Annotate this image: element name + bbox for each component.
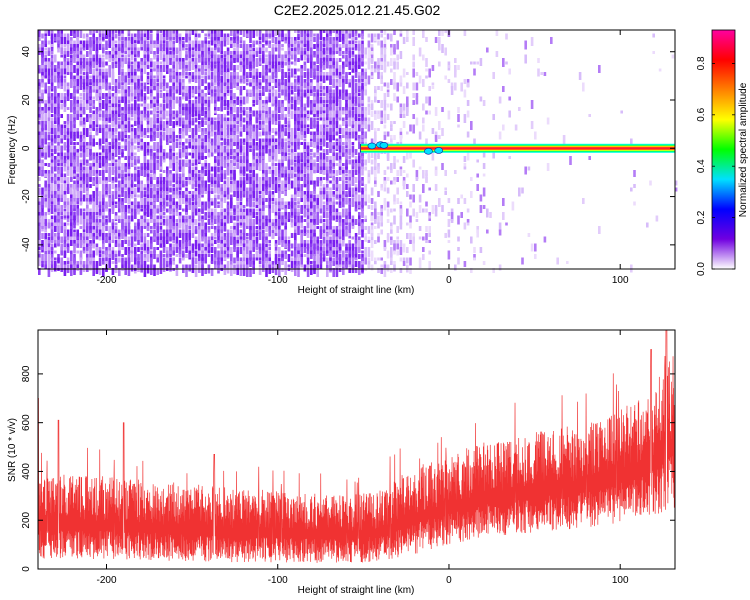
signal-line-blob (379, 141, 389, 149)
signal-line-blob (434, 147, 443, 154)
snr-y-tick-label: 600 (21, 414, 32, 431)
colorbar-tick-label: 0.6 (696, 107, 707, 121)
spectrogram-x-tick-label: -100 (268, 275, 288, 286)
snr-x-tick-label: -200 (96, 575, 116, 586)
chart-title: C2E2.2025.012.21.45.G02 (274, 2, 441, 18)
spectrogram-y-tick-label: 20 (21, 94, 32, 106)
spectrogram-y-tick-label: 0 (21, 145, 32, 151)
colorbar-ticks: 0.0 0.2 0.4 0.6 0.8 (696, 56, 735, 276)
spectrogram-signal-line (359, 141, 675, 155)
signal-line-blob (367, 142, 377, 150)
snr-y-tick-label: 800 (21, 365, 32, 382)
snr-y-tick-label: 200 (21, 511, 32, 528)
colorbar-tick-label: 0.2 (696, 210, 707, 224)
snr-frame (37, 329, 676, 570)
signal-line-band (360, 147, 675, 150)
snr-y-tick-label: 400 (21, 463, 32, 480)
snr-panel: -200 -100 0 100 0 200 400 600 800 Height of str… (7, 329, 676, 596)
colorbar-tick-label: 0.8 (696, 56, 707, 70)
spectrogram-noise-cells (38, 30, 678, 277)
snr-x-tick-label: 100 (612, 575, 629, 586)
colorbar-frame (711, 29, 736, 270)
snr-x-tick-label: -100 (268, 575, 288, 586)
spectrogram-frame (37, 29, 676, 270)
spectrogram-x-axis-label: Height of straight line (km) (298, 285, 415, 296)
snr-x-axis-label: Height of straight line (km) (298, 585, 415, 596)
colorbar-gradient (712, 30, 735, 269)
snr-y-tick-label: 0 (21, 566, 32, 572)
colorbar: 0.0 0.2 0.4 0.6 0.8 Normalized spectral ampl… (696, 29, 749, 276)
colorbar-tick-label: 0.0 (696, 262, 707, 276)
colorbar-label: Normalized spectral amplitude (738, 82, 749, 217)
spectrogram-x-tick-label: 100 (612, 275, 629, 286)
snr-series-line (38, 329, 676, 563)
spectrogram-x-tick-label: -200 (96, 275, 116, 286)
snr-x-ticks: -200 -100 0 100 (96, 330, 629, 586)
spectrogram-y-tick-label: 40 (21, 46, 32, 58)
spectrogram-x-tick-label: 0 (446, 275, 452, 286)
snr-y-ticks: 0 200 400 600 800 (21, 365, 675, 572)
spectrogram-y-tick-label: -40 (21, 237, 32, 252)
spectrogram-y-axis-label: Frequency (Hz) (7, 116, 18, 185)
signal-line-blob (424, 147, 433, 155)
snr-y-axis-label: SNR (10 * v/v) (7, 418, 18, 482)
spectrogram-x-ticks: -200 -100 0 100 (96, 30, 629, 286)
spectrogram-y-ticks: -40 -20 0 20 40 (21, 46, 675, 252)
snr-x-tick-label: 0 (446, 575, 452, 586)
spectrogram-y-tick-label: -20 (21, 189, 32, 204)
colorbar-tick-label: 0.4 (696, 159, 707, 173)
